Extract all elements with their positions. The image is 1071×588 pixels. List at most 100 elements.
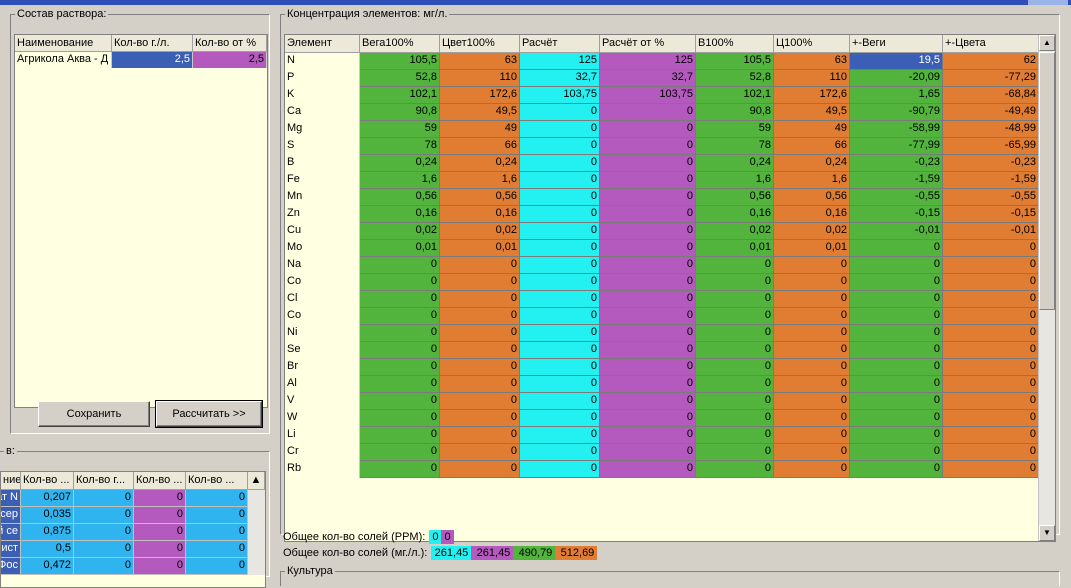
scroll-up-arrow-icon[interactable]: ▲ [1039, 35, 1055, 51]
cell-calc-pct[interactable]: 0 [600, 410, 696, 427]
cell-calc-pct[interactable]: 0 [600, 461, 696, 478]
cell-calc-pct[interactable]: 0 [600, 427, 696, 444]
cell-plusminus-vega[interactable]: -90,79 [850, 104, 943, 121]
cell-vega100[interactable]: 0 [360, 393, 440, 410]
concentration-row[interactable]: S 78 66 0 0 78 66 -77,99 -65,99 [285, 138, 1055, 155]
concentration-row[interactable]: Al 0 0 0 0 0 0 0 0 [285, 376, 1055, 393]
scrollbar-thumb[interactable] [1039, 52, 1055, 310]
salts-scrollbar-track[interactable] [248, 558, 265, 575]
cell-c100[interactable]: 110 [774, 70, 850, 87]
cell-plusminus-cvet[interactable]: 0 [943, 461, 1039, 478]
cell-b100[interactable]: 0 [696, 461, 774, 478]
cell-calc-pct[interactable]: 0 [600, 155, 696, 172]
cell-cvet100[interactable]: 49,5 [440, 104, 520, 121]
cell-calc[interactable]: 0 [520, 342, 600, 359]
concentration-row[interactable]: Na 0 0 0 0 0 0 0 0 [285, 257, 1055, 274]
salt-cell-name[interactable]: й сер [1, 507, 21, 524]
solution-row-name[interactable]: Агрикола Аква - Д [15, 52, 112, 68]
concentration-row[interactable]: Br 0 0 0 0 0 0 0 0 [285, 359, 1055, 376]
cell-c100[interactable]: 0,24 [774, 155, 850, 172]
cell-calc-pct[interactable]: 0 [600, 121, 696, 138]
cell-plusminus-cvet[interactable]: -0,55 [943, 189, 1039, 206]
salt-cell-c3[interactable]: 0 [134, 507, 186, 524]
cell-element[interactable]: Se [285, 342, 360, 359]
cell-vega100[interactable]: 0 [360, 410, 440, 427]
salts-scrollbar-track[interactable] [248, 507, 265, 524]
cell-element[interactable]: Co [285, 274, 360, 291]
cell-c100[interactable]: 63 [774, 53, 850, 70]
cell-b100[interactable]: 102,1 [696, 87, 774, 104]
cell-calc-pct[interactable]: 0 [600, 206, 696, 223]
cell-vega100[interactable]: 0 [360, 274, 440, 291]
column-header-cvet100[interactable]: Цвет100% [440, 35, 520, 53]
cell-c100[interactable]: 0 [774, 308, 850, 325]
salts-header-c4[interactable]: Кол-во ... [186, 472, 248, 490]
cell-plusminus-cvet[interactable]: 0 [943, 376, 1039, 393]
cell-calc-pct[interactable]: 103,75 [600, 87, 696, 104]
cell-element[interactable]: Na [285, 257, 360, 274]
cell-cvet100[interactable]: 0 [440, 376, 520, 393]
cell-c100[interactable]: 0 [774, 257, 850, 274]
cell-b100[interactable]: 0 [696, 393, 774, 410]
cell-plusminus-cvet[interactable]: -0,01 [943, 223, 1039, 240]
cell-plusminus-vega[interactable]: 0 [850, 274, 943, 291]
salts-grid[interactable]: ние Кол-во ... Кол-во г... Кол-во ... Ко… [0, 471, 266, 588]
salt-cell-name[interactable]: ат N [1, 490, 21, 507]
cell-c100[interactable]: 0 [774, 444, 850, 461]
cell-vega100[interactable]: 0,02 [360, 223, 440, 240]
cell-c100[interactable]: 0 [774, 342, 850, 359]
concentration-row[interactable]: B 0,24 0,24 0 0 0,24 0,24 -0,23 -0,23 [285, 155, 1055, 172]
cell-element[interactable]: S [285, 138, 360, 155]
cell-c100[interactable]: 49 [774, 121, 850, 138]
cell-b100[interactable]: 0,56 [696, 189, 774, 206]
cell-b100[interactable]: 0 [696, 427, 774, 444]
cell-plusminus-vega[interactable]: 0 [850, 393, 943, 410]
cell-plusminus-vega[interactable]: -0,55 [850, 189, 943, 206]
salt-cell-c3[interactable]: 0 [134, 524, 186, 541]
cell-plusminus-vega[interactable]: 0 [850, 444, 943, 461]
cell-element[interactable]: Ni [285, 325, 360, 342]
cell-plusminus-cvet[interactable]: 0 [943, 325, 1039, 342]
salts-scrollbar-track[interactable] [248, 524, 265, 541]
scroll-up-arrow-icon[interactable]: ▲ [248, 472, 265, 490]
cell-c100[interactable]: 0 [774, 359, 850, 376]
salt-cell-c2[interactable]: 0 [74, 524, 134, 541]
cell-vega100[interactable]: 90,8 [360, 104, 440, 121]
salt-cell-c2[interactable]: 0 [74, 558, 134, 575]
cell-b100[interactable]: 0,01 [696, 240, 774, 257]
cell-c100[interactable]: 172,6 [774, 87, 850, 104]
cell-plusminus-vega[interactable]: 0 [850, 325, 943, 342]
save-button[interactable]: Сохранить [38, 401, 150, 427]
cell-cvet100[interactable]: 0 [440, 325, 520, 342]
cell-calc[interactable]: 0 [520, 359, 600, 376]
cell-c100[interactable]: 0 [774, 325, 850, 342]
cell-cvet100[interactable]: 0 [440, 410, 520, 427]
cell-plusminus-cvet[interactable]: 0 [943, 393, 1039, 410]
cell-cvet100[interactable]: 0 [440, 342, 520, 359]
salts-header-c1[interactable]: Кол-во ... [21, 472, 74, 490]
cell-vega100[interactable]: 102,1 [360, 87, 440, 104]
cell-calc-pct[interactable]: 0 [600, 189, 696, 206]
cell-plusminus-cvet[interactable]: 0 [943, 410, 1039, 427]
cell-c100[interactable]: 0 [774, 427, 850, 444]
cell-plusminus-vega[interactable]: 0 [850, 291, 943, 308]
cell-plusminus-cvet[interactable]: 0 [943, 240, 1039, 257]
salt-cell-c4[interactable]: 0 [186, 507, 248, 524]
cell-plusminus-cvet[interactable]: 0 [943, 257, 1039, 274]
cell-plusminus-vega[interactable]: -0,01 [850, 223, 943, 240]
cell-cvet100[interactable]: 0 [440, 274, 520, 291]
column-header-b100[interactable]: В100% [696, 35, 774, 53]
cell-cvet100[interactable]: 63 [440, 53, 520, 70]
cell-element[interactable]: V [285, 393, 360, 410]
cell-cvet100[interactable]: 172,6 [440, 87, 520, 104]
cell-b100[interactable]: 59 [696, 121, 774, 138]
salt-cell-c1[interactable]: 0,035 [21, 507, 74, 524]
cell-cvet100[interactable]: 1,6 [440, 172, 520, 189]
concentration-row[interactable]: Ca 90,8 49,5 0 0 90,8 49,5 -90,79 -49,49 [285, 104, 1055, 121]
cell-calc[interactable]: 125 [520, 53, 600, 70]
cell-element[interactable]: Rb [285, 461, 360, 478]
cell-element[interactable]: K [285, 87, 360, 104]
cell-plusminus-vega[interactable]: -58,99 [850, 121, 943, 138]
